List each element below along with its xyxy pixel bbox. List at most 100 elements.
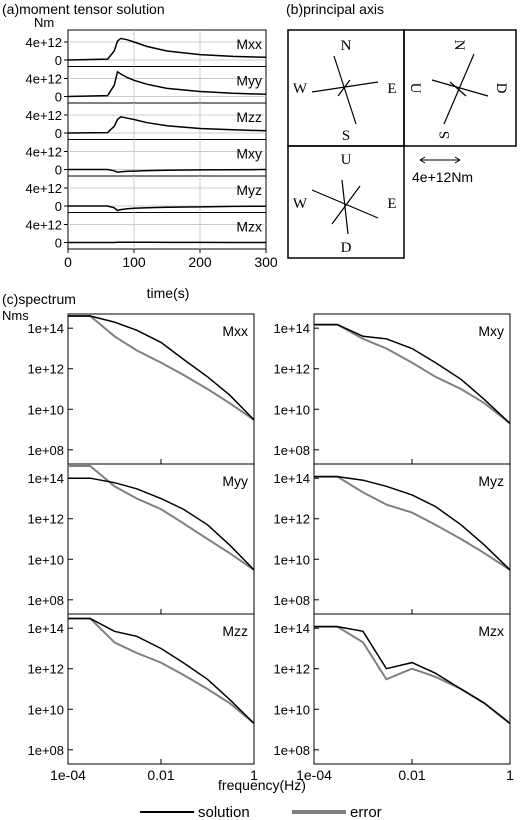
panel-c-solution-line <box>68 477 255 571</box>
axis-box-2 <box>403 29 517 147</box>
panel-c-xtick-label: 0.01 <box>398 767 425 783</box>
panel-c-ytick-label: 1e+12 <box>273 662 310 677</box>
panel-a-ytick-label: 4e+12 <box>25 72 62 87</box>
panel-c-solution-line <box>68 315 255 421</box>
panel-c-ytick-label: 1e+14 <box>273 471 310 486</box>
panel-c-panel-label: Myy <box>222 473 248 489</box>
panel-a-ytick-label: 0 <box>55 90 62 105</box>
panel-c-ytick-label: 1e+12 <box>27 512 64 527</box>
panel-c-ytick-label: 1e+10 <box>273 702 310 717</box>
box2-axis-line <box>431 79 489 97</box>
panel-a-series-label: Myz <box>236 182 262 198</box>
panel-a-row-frame <box>67 212 267 250</box>
panel-c-ytick-label: 1e+14 <box>27 471 64 486</box>
box3-axis-line <box>311 189 379 219</box>
panel-a-series-line <box>68 168 267 173</box>
panel-c-ytick-label: 1e+10 <box>27 402 64 417</box>
panel-a-series-label: Mxx <box>236 36 262 52</box>
panel-c-ytick-label: 1e+14 <box>273 621 310 636</box>
panel-c-error-line <box>314 323 511 425</box>
panel-a-title: (a)moment tensor solution <box>2 1 165 17</box>
box1-bottom-label: S <box>342 128 350 144</box>
panel-c-ytick-label: 1e+08 <box>27 443 64 458</box>
box1-left-label: W <box>293 81 308 97</box>
panel-c-ytick-label: 1e+12 <box>273 512 310 527</box>
panel-c-ytick-label: 1e+10 <box>273 552 310 567</box>
panel-a-series-label: Mzz <box>236 109 262 125</box>
box2-bottom-label: S <box>437 131 453 139</box>
axis-box-3 <box>287 145 405 259</box>
box2-top-label: N <box>451 40 467 51</box>
panel-c-error-line <box>68 465 255 571</box>
box1-right-label: E <box>387 81 396 97</box>
panel-a-ytick-label: 4e+12 <box>25 108 62 123</box>
panel-c-solution-line <box>314 625 511 724</box>
box3-top-label: U <box>341 152 352 168</box>
panel-a-series-line <box>68 205 267 212</box>
box1-axis-line <box>337 79 351 97</box>
panel-a-series-label: Myy <box>236 73 262 89</box>
scale-label: 4e+12Nm <box>412 169 473 185</box>
legend: solution error <box>140 804 382 820</box>
box1-axis-line <box>333 55 357 125</box>
panel-a-xtick-label: 0 <box>64 254 72 270</box>
panel-c-error-line <box>68 315 255 421</box>
panel-c-ytick-label: 1e+08 <box>27 743 64 758</box>
panel-c-ytick-label: 1e+10 <box>273 402 310 417</box>
box1-top-label: N <box>341 38 352 54</box>
panel-c-unit: Nms <box>2 308 29 323</box>
legend-solution-label: solution <box>198 804 250 820</box>
panel-c-solution-line <box>68 617 255 724</box>
panel-a-ytick-label: 0 <box>55 236 62 251</box>
box2-right-label: D <box>493 83 509 94</box>
panel-c-ytick-label: 1e+12 <box>27 362 64 377</box>
panel-a-series-line <box>67 37 267 61</box>
panel-c-xlabel: frequency(Hz) <box>218 777 306 793</box>
panel-a-series-line <box>67 70 267 98</box>
panel-a-ytick-label: 0 <box>55 53 62 68</box>
panel-c-ytick-label: 1e+12 <box>273 362 310 377</box>
panel-c-solution-line <box>314 475 511 571</box>
panel-c-title: (c)spectrum <box>2 291 76 307</box>
panel-c-xtick-label: 1 <box>250 767 258 783</box>
panel-c-spectra: 1e+14 1e+12 1e+10 1e+08 Mxx 1e+14 1e+12 1e+10 1e… <box>27 313 514 783</box>
panel-c-panel-label: Mzx <box>478 623 504 639</box>
panel-c-xtick-label: 1e-04 <box>296 767 332 783</box>
panel-c-ytick-label: 1e+14 <box>27 621 64 636</box>
panel-b-principal-axes: N W E S N U D S U W E D 4e+12Nm <box>287 29 517 259</box>
panel-c-xtick-label: 1e-04 <box>50 767 86 783</box>
panel-c-error-line <box>314 625 511 725</box>
panel-c-ytick-label: 1e+12 <box>27 662 64 677</box>
panel-a-ytick-label: 4e+12 <box>25 218 62 233</box>
panel-a-ytick-label: 4e+12 <box>25 145 62 160</box>
panel-c-xtick-label: 1 <box>506 767 514 783</box>
panel-c-ytick-label: 1e+08 <box>273 593 310 608</box>
panel-c-ytick-label: 1e+10 <box>27 702 64 717</box>
panel-c-xtick-label: 0.01 <box>147 767 174 783</box>
box3-bottom-label: D <box>341 240 352 256</box>
panel-a-ytick-label: 0 <box>55 199 62 214</box>
panel-c-ytick-label: 1e+10 <box>27 552 64 567</box>
panel-c-error-line <box>314 475 511 571</box>
box2-axis-line <box>443 53 475 125</box>
panel-c-solution-line <box>314 323 511 424</box>
legend-error-label: error <box>350 804 382 820</box>
scale-arrow-heads <box>419 156 461 164</box>
panel-a-xtick-label: 100 <box>122 254 146 270</box>
panel-c-ytick-label: 1e+08 <box>273 743 310 758</box>
panel-c-panel-label: Mxy <box>478 323 504 339</box>
box2-axis-line <box>449 81 467 97</box>
panel-c-ytick-label: 1e+14 <box>27 321 64 336</box>
panel-a-xtick-label: 200 <box>188 254 212 270</box>
panel-c-error-line <box>68 617 255 725</box>
panel-a-xtick-label: 300 <box>254 254 278 270</box>
panel-a-xlabel: time(s) <box>147 285 190 301</box>
box3-left-label: W <box>293 196 308 212</box>
box2-left-label: U <box>407 83 423 94</box>
panel-c-ytick-label: 1e+14 <box>273 321 310 336</box>
box3-axis-line <box>331 185 361 225</box>
box3-right-label: E <box>387 196 396 212</box>
panel-a-plots: 4e+12 0 Mxx 4e+12 0 Myy 4e+12 0 Mzz 4e+12 0 Mxy 4e+1… <box>25 29 278 270</box>
panel-c-ytick-label: 1e+08 <box>27 593 64 608</box>
